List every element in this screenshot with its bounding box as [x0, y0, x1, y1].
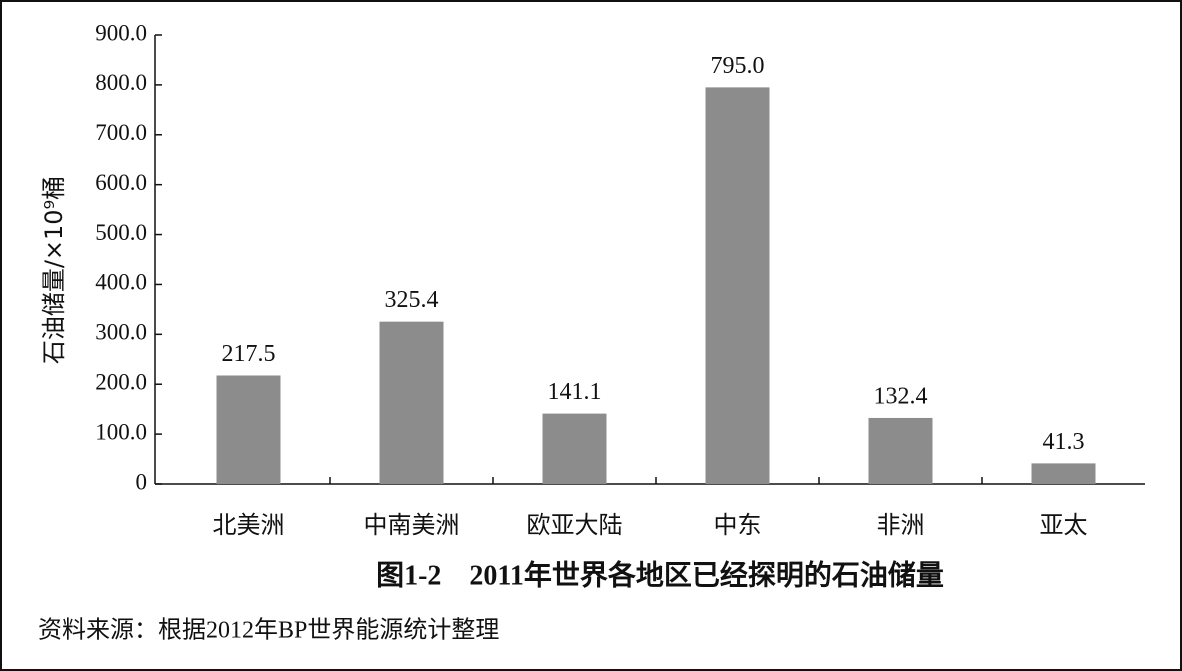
bar — [868, 417, 933, 484]
x-tick-label: 中南美洲 — [364, 511, 460, 539]
y-tick-label: 800.0 — [95, 70, 147, 95]
y-tick-label: 100.0 — [95, 419, 147, 444]
x-tick-label: 中东 — [714, 511, 762, 539]
y-tick-label: 300.0 — [95, 320, 147, 345]
bar — [1031, 463, 1096, 484]
bar — [542, 413, 607, 484]
chart-title: 图1-2 2011年世界各地区已经探明的石油储量 — [376, 558, 944, 591]
x-tick-label: 欧亚大陆 — [527, 511, 623, 539]
y-tick-label: 900.0 — [95, 20, 147, 45]
y-tick-label: 600.0 — [95, 170, 147, 195]
y-tick-label: 500.0 — [95, 220, 147, 245]
value-label: 132.4 — [874, 383, 928, 409]
x-tick-label: 非洲 — [877, 511, 925, 539]
value-label: 325.4 — [385, 287, 439, 313]
value-label: 795.0 — [711, 53, 765, 79]
y-axis-label: 石油储量/×10⁹桶 — [40, 176, 68, 364]
value-label: 217.5 — [222, 341, 276, 367]
x-tick-label: 北美洲 — [213, 511, 285, 539]
bar — [216, 375, 281, 484]
y-tick-label: 0 — [136, 469, 148, 494]
value-label: 141.1 — [548, 379, 602, 405]
y-tick-label: 400.0 — [95, 270, 147, 295]
bar — [705, 87, 770, 484]
y-tick-label: 200.0 — [95, 370, 147, 395]
source-note: 资料来源：根据2012年BP世界能源统计整理 — [38, 617, 499, 644]
bar — [379, 321, 444, 484]
x-tick-label: 亚太 — [1040, 511, 1088, 539]
value-label: 41.3 — [1043, 429, 1085, 455]
y-tick-label: 700.0 — [95, 120, 147, 145]
